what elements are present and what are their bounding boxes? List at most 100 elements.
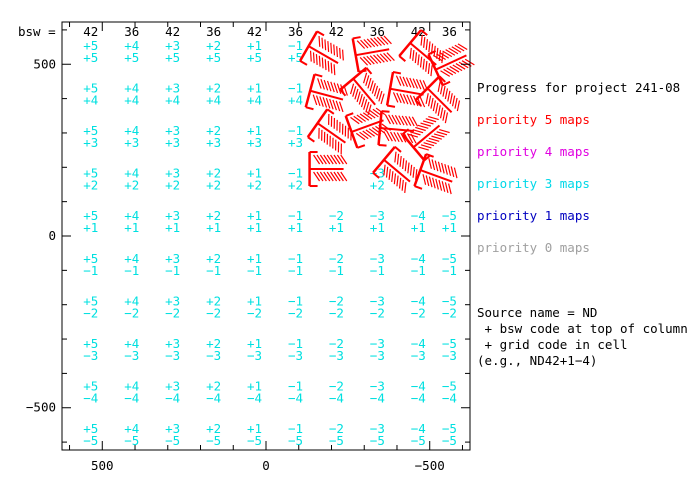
bsw-code: 36: [370, 24, 385, 39]
grid-cell: +5+3: [83, 123, 98, 150]
column-sign-code: −1: [288, 421, 303, 436]
marker-bar: [378, 143, 387, 147]
row-grid-code: −1: [247, 263, 262, 278]
marker-hatch: [333, 117, 336, 129]
row-grid-code: −3: [411, 348, 426, 363]
marker-hatch: [332, 99, 337, 111]
marker-hatch: [404, 160, 408, 172]
legend-entry: priority 4 maps: [477, 144, 590, 159]
note-line: (e.g., ND42+1−4): [477, 353, 597, 368]
column-sign-code: −3: [370, 421, 385, 436]
marker-hatch: [359, 131, 369, 140]
row-grid-code: −5: [124, 433, 139, 448]
marker-hatch: [330, 171, 338, 182]
row-grid-code: +1: [288, 220, 303, 235]
grid-cell: −3−4: [370, 379, 385, 406]
row-grid-code: −4: [83, 391, 98, 406]
marker-hatch: [353, 115, 363, 124]
marker-hatch: [402, 158, 405, 170]
marker-bar: [420, 29, 428, 36]
observation-marker: [339, 66, 385, 116]
marker-hatch: [326, 80, 332, 92]
marker-bar: [442, 80, 451, 87]
row-grid-code: −1: [124, 263, 139, 278]
grid-cell: −2−4: [329, 379, 344, 406]
row-grid-code: −2: [124, 305, 139, 320]
marker-bar: [352, 78, 376, 106]
marker-hatch: [419, 96, 426, 108]
observation-marker: [304, 73, 348, 113]
marker-hatch: [441, 181, 446, 192]
row-grid-code: −4: [411, 391, 426, 406]
column-sign-code: −5: [442, 251, 457, 266]
observation-marker: [401, 115, 450, 162]
marker-hatch: [446, 67, 457, 75]
marker-hatch: [336, 119, 338, 131]
column-sign-code: +5: [83, 166, 98, 181]
row-grid-code: −3: [83, 348, 98, 363]
marker-hatch: [449, 93, 453, 104]
marker-bar: [372, 145, 396, 174]
row-grid-code: −5: [329, 433, 344, 448]
row-grid-code: +5: [288, 50, 303, 65]
marker-hatch: [390, 131, 397, 142]
marker-bar: [372, 172, 380, 179]
column-sign-code: −5: [442, 379, 457, 394]
marker-hatch: [339, 47, 341, 59]
marker-hatch: [420, 34, 423, 46]
column-sign-code: −1: [288, 38, 303, 53]
grid-cell: −1+4: [288, 80, 303, 107]
row-grid-code: −4: [442, 391, 457, 406]
marker-hatch: [339, 121, 341, 133]
x-tick-label: 0: [262, 458, 270, 473]
row-grid-code: −5: [206, 433, 221, 448]
row-grid-code: −1: [288, 263, 303, 278]
marker-bar: [339, 66, 368, 91]
row-grid-code: −4: [370, 391, 385, 406]
marker-hatch: [434, 160, 439, 172]
marker-hatch: [324, 59, 327, 71]
grid-cell: +4−3: [124, 336, 139, 363]
observation-marker: [351, 35, 395, 73]
column-sign-code: −4: [411, 251, 426, 266]
marker-hatch: [447, 90, 451, 102]
marker-hatch: [405, 77, 412, 88]
grid-cell: −3+1: [370, 208, 385, 235]
marker-hatch: [373, 54, 382, 64]
marker-bar: [401, 133, 426, 162]
marker-bar: [339, 88, 347, 97]
grid-cell: +3+5: [165, 38, 180, 65]
grid-cell: +1−4: [247, 379, 262, 406]
axis-ticks: 500 0 −500 500 0 −500: [26, 22, 470, 473]
marker-hatch: [432, 54, 443, 62]
row-grid-code: −1: [370, 263, 385, 278]
column-sign-code: +2: [206, 379, 221, 394]
bsw-code: 36: [442, 24, 457, 39]
column-sign-code: −1: [288, 123, 303, 138]
marker-hatch: [330, 115, 333, 127]
marker-hatch: [455, 63, 466, 70]
marker-hatch: [427, 95, 432, 107]
grid-cell: −5−2: [442, 293, 457, 320]
grid-cell: −5−4: [442, 379, 457, 406]
marker-hatch: [428, 41, 431, 53]
marker-hatch: [430, 65, 433, 77]
column-sign-code: −4: [411, 379, 426, 394]
column-sign-code: +1: [247, 123, 262, 138]
grid-cell: +5−1: [83, 251, 98, 278]
marker-hatch: [365, 101, 370, 113]
column-sign-code: −3: [370, 379, 385, 394]
grid-cell: +1−3: [247, 336, 262, 363]
marker-bar: [316, 30, 325, 37]
marker-hatch: [321, 129, 323, 141]
row-grid-code: −5: [83, 433, 98, 448]
marker-hatch: [396, 132, 404, 143]
marker-hatch: [383, 131, 390, 142]
column-sign-code: −3: [370, 336, 385, 351]
marker-bar: [299, 59, 308, 66]
row-grid-code: −3: [165, 348, 180, 363]
marker-hatch: [394, 115, 402, 126]
grid-cell: +3−5: [165, 421, 180, 448]
marker-hatch: [371, 83, 376, 94]
